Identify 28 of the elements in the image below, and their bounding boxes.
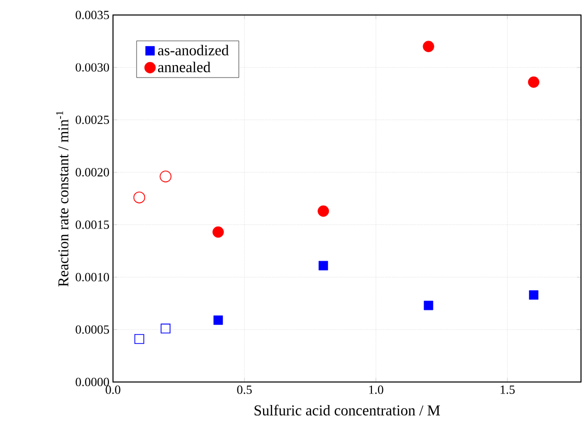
point	[318, 205, 330, 217]
point	[133, 192, 146, 204]
y-tick-label: 0.0035	[76, 10, 109, 20]
y-tick-label: 0.0020	[76, 168, 110, 177]
legend-label: as-anodized	[158, 44, 229, 56]
point	[318, 260, 328, 270]
point	[424, 300, 434, 310]
point	[422, 40, 434, 52]
x-tick-label: 0.5	[237, 386, 252, 394]
point	[134, 334, 144, 344]
point	[213, 315, 223, 325]
x-tick-label: 0.0	[106, 386, 120, 394]
x-tick-label: 1.0	[369, 386, 384, 394]
y-tick-label: 0.0025	[76, 116, 109, 124]
point	[160, 170, 172, 182]
point	[528, 290, 538, 300]
point	[160, 324, 170, 334]
y-tick-label: 0.0030	[76, 63, 110, 72]
point	[528, 76, 540, 88]
y-tick-label: 0.0010	[76, 272, 110, 282]
x-axis-title: Sulfuric acid concentration / M	[254, 404, 440, 416]
y-tick-label: 0.0000	[76, 378, 110, 386]
point	[212, 226, 224, 238]
legend-label: annealed	[158, 62, 210, 72]
y-tick-label: 0.0005	[76, 325, 109, 334]
y-tick-label: 0.0015	[76, 220, 109, 229]
x-tick-label: 1.5	[500, 386, 515, 394]
y-axis-title: Reaction rate constant / min$^{-1}$	[56, 111, 68, 286]
